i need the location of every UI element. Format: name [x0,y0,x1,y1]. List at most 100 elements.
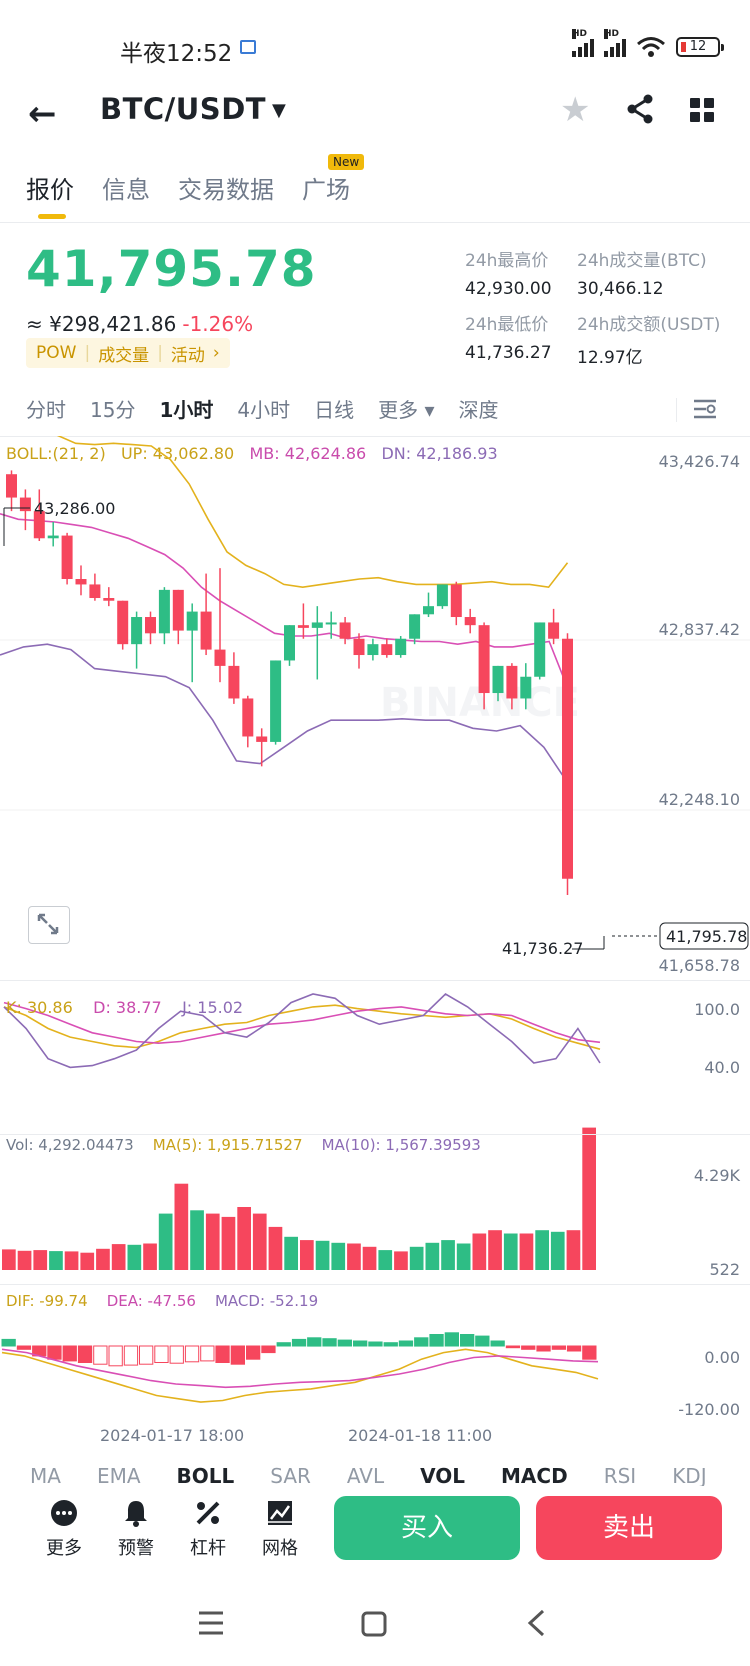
volume-bar [331,1242,346,1270]
macd-bar [230,1345,245,1365]
interval-more[interactable]: 更多 ▾ [378,398,435,422]
volume-bar [237,1207,251,1270]
vol-usdt-label: 24h成交额(USDT) [577,315,721,335]
more-button[interactable]: 更多 [34,1498,94,1560]
ind-vol[interactable]: VOL [420,1464,466,1486]
candle-body [256,736,268,742]
boll-dn-line [0,643,569,784]
status-time: 半夜12:52 [120,41,233,67]
chart-settings-icon[interactable] [692,398,718,420]
macd-bar [123,1345,139,1366]
volume-bar [268,1226,283,1270]
volume-bar [488,1230,502,1270]
status-bar: 半夜12:52 HD HD 12 [0,0,750,100]
candle-body [172,589,184,631]
interval-4h[interactable]: 4小时 [237,398,291,422]
tab-square[interactable]: 广场 [302,176,350,204]
last-price-tag: 41,795.78 [666,927,747,946]
ind-ma[interactable]: MA [30,1464,61,1486]
volume-bar [550,1231,565,1270]
share-icon[interactable] [626,94,654,124]
tab-trade-data[interactable]: 交易数据 [178,176,274,204]
tab-quote[interactable]: 报价 [26,170,74,219]
grid-bot-button[interactable]: 网格 [250,1498,310,1560]
sell-button[interactable]: 卖出 [536,1496,722,1560]
kdj-j-line [3,993,601,1069]
more-icon [51,1500,77,1526]
macd-bar [582,1345,597,1360]
tag-volume[interactable]: 成交量 [98,345,150,366]
candle-body [325,622,337,625]
candle-body [381,644,393,656]
candle-body [353,638,365,656]
macd-chart [1,1332,599,1403]
macd-bar [139,1345,154,1365]
back-arrow-icon[interactable]: ← [28,94,57,134]
macd-legend: DIF: -99.74 DEA: -47.56 MACD: -52.19 [6,1292,319,1310]
macd-bar [337,1339,353,1347]
kdj-d-line [3,1001,601,1045]
kdj-lines [3,993,601,1069]
candles [6,470,573,896]
kdj-axis-high: 100.0 [694,1000,740,1019]
caret-down-icon[interactable]: ▼ [272,100,286,121]
alert-button[interactable]: 预警 [106,1498,166,1560]
tab-info[interactable]: 信息 [102,176,150,204]
interval-15m[interactable]: 15分 [90,398,136,422]
volume-bar [2,1249,16,1270]
ind-kdj[interactable]: KDJ [672,1464,707,1486]
tag-activity[interactable]: 活动 [170,345,205,366]
ind-avl[interactable]: AVL [346,1464,385,1486]
boll-mb-line [0,513,569,688]
interval-line[interactable]: 分时 [26,398,66,422]
macd-bar [460,1334,475,1347]
kdj-axis-mid: 40.0 [704,1058,740,1077]
interval-depth[interactable]: 深度 [458,398,499,422]
grid-menu-icon[interactable] [690,98,714,122]
bell-icon [125,1501,147,1527]
volume-bar [127,1244,142,1270]
pair-title[interactable]: BTC/USDT [100,92,267,126]
ind-macd[interactable]: MACD [501,1464,568,1486]
favorite-star-icon[interactable]: ★ [560,90,591,130]
candle-body [436,584,448,607]
ind-rsi[interactable]: RSI [603,1464,637,1486]
macd-bar [215,1345,230,1363]
top-tabs: 报价 信息 交易数据 广场 [26,170,350,219]
axis-label-1: 43,426.74 [658,452,740,471]
macd-bar [291,1338,307,1347]
tag-strip[interactable]: POW | 成交量 | 活动 › [26,338,230,368]
menu-icon[interactable] [196,1610,226,1636]
leverage-button[interactable]: 杠杆 [178,1498,238,1560]
macd-bar [16,1345,32,1350]
volume-bar [33,1250,48,1270]
vol-btc-value: 30,466.12 [577,279,664,299]
kline-chart[interactable]: BINANCE 43,286.00 41,736.27 41,795.78 [0,436,750,1446]
boll-up-line [56,436,569,589]
macd-bar [368,1341,383,1347]
ind-boll[interactable]: BOLL [176,1464,235,1486]
home-icon[interactable] [360,1610,388,1638]
interval-1h[interactable]: 1小时 [159,398,214,422]
interval-bar: 分时 15分 1小时 4小时 日线 更多 ▾ 深度 [26,394,499,423]
ind-sar[interactable]: SAR [270,1464,311,1486]
candle-body [284,625,295,661]
volume-bar [378,1250,393,1270]
macd-bar [154,1345,169,1363]
back-icon[interactable] [526,1608,546,1638]
volume-bar [174,1183,189,1270]
interval-1d[interactable]: 日线 [314,398,355,422]
axis-label-2: 42,837.42 [658,620,740,639]
macd-bar [353,1340,368,1347]
volume-bar [17,1250,32,1270]
macd-bar [184,1345,200,1363]
candle-body [242,698,254,737]
candle-body [200,611,212,650]
ind-ema[interactable]: EMA [96,1464,141,1486]
volume-bar [96,1248,110,1270]
volume-bar [158,1213,173,1270]
candle-body [464,617,476,626]
expand-chart-button[interactable] [28,906,70,944]
tag-pow[interactable]: POW [36,343,77,363]
buy-button[interactable]: 买入 [334,1496,520,1560]
